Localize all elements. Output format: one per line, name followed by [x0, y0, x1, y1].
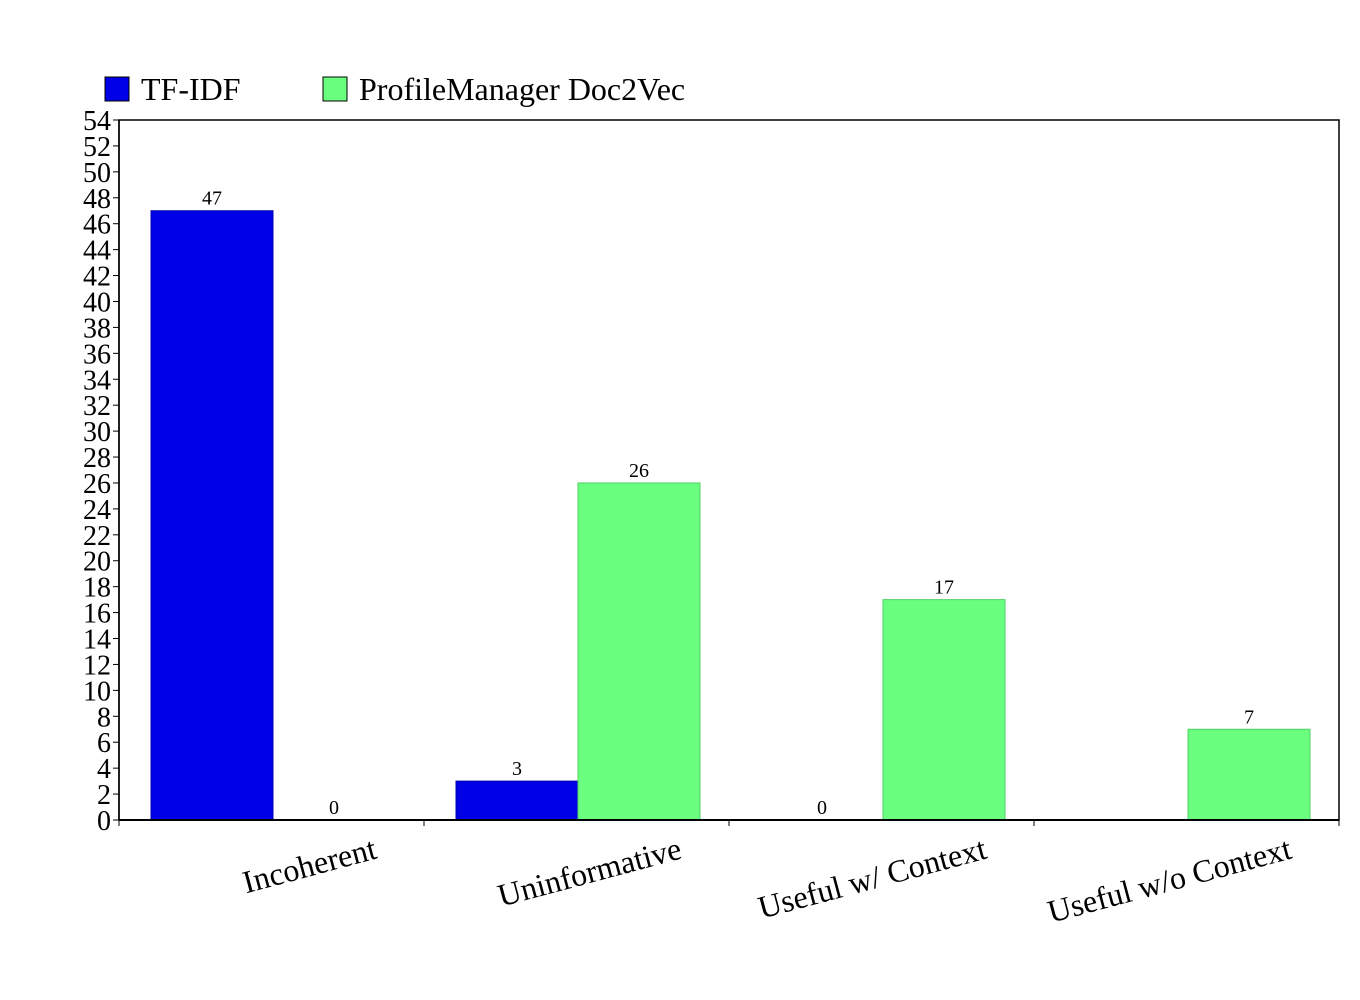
y-tick-label: 38 — [83, 313, 111, 344]
y-tick-label: 0 — [97, 806, 111, 837]
bar-tfidf-1 — [455, 780, 579, 821]
y-tick-label: 54 — [83, 106, 111, 137]
legend-label-doc2vec: ProfileManager Doc2Vec — [359, 71, 685, 107]
value-label-doc2vec-3: 7 — [1244, 706, 1254, 728]
y-tick-label: 46 — [83, 210, 111, 241]
y-tick-label: 20 — [83, 547, 111, 578]
x-tick-label: Useful w/ Context — [754, 830, 990, 926]
y-tick-label: 40 — [83, 287, 111, 318]
y-tick-label: 52 — [83, 132, 111, 163]
bars — [150, 210, 1311, 821]
bar-doc2vec-3 — [1187, 728, 1311, 821]
legend-label-tfidf: TF-IDF — [141, 71, 241, 107]
value-label-tfidf-2: 0 — [817, 797, 827, 819]
bar-doc2vec-1 — [577, 482, 701, 821]
y-tick-label: 48 — [83, 184, 111, 215]
y-tick-label: 36 — [83, 339, 111, 370]
y-tick-label: 14 — [83, 625, 111, 656]
y-tick-label: 32 — [83, 391, 111, 422]
y-tick-label: 30 — [83, 417, 111, 448]
y-tick-label: 6 — [97, 728, 111, 759]
value-label-doc2vec-2: 17 — [934, 577, 954, 599]
x-tick-label: Incoherent — [239, 830, 381, 900]
legend-swatch-tfidf — [104, 76, 130, 102]
y-tick-label: 4 — [97, 754, 111, 785]
x-axis: Incoherent Uninformative Useful w/ Context… — [118, 819, 1340, 930]
y-tick-label: 2 — [97, 780, 111, 811]
x-tick-label: Uninformative — [494, 830, 685, 914]
bar-tfidf-0 — [150, 210, 274, 821]
plot-frame — [118, 119, 1340, 821]
y-tick-label: 24 — [83, 495, 111, 526]
y-tick-label: 28 — [83, 443, 111, 474]
bar-doc2vec-2 — [882, 599, 1006, 821]
legend: TF-IDF ProfileManager Doc2Vec — [104, 71, 685, 107]
y-tick-label: 12 — [83, 650, 111, 681]
value-label-doc2vec-0: 0 — [329, 797, 339, 819]
y-tick-label: 34 — [83, 365, 111, 396]
y-tick-label: 44 — [83, 236, 111, 267]
y-tick-label: 26 — [83, 469, 111, 500]
y-tick-label: 42 — [83, 262, 111, 293]
y-tick-label: 18 — [83, 573, 111, 604]
legend-swatch-doc2vec — [322, 76, 348, 102]
y-tick-label: 22 — [83, 521, 111, 552]
value-label-tfidf-1: 3 — [512, 758, 522, 780]
value-labels: 47 3 0 0 26 17 7 — [202, 188, 1254, 819]
y-tick-label: 16 — [83, 599, 111, 630]
value-label-doc2vec-1: 26 — [629, 460, 649, 482]
y-tick-label: 50 — [83, 158, 111, 189]
y-axis: 0246810121416182022242628303234363840424… — [83, 106, 120, 837]
x-tick-label: Useful w/o Context — [1044, 830, 1296, 930]
value-label-tfidf-0: 47 — [202, 188, 222, 210]
y-tick-label: 8 — [97, 702, 111, 733]
y-tick-label: 10 — [83, 676, 111, 707]
